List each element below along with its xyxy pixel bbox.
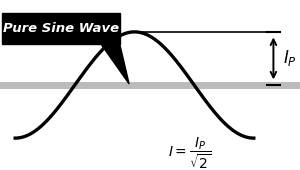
- Text: $I_P$: $I_P$: [283, 48, 297, 69]
- Polygon shape: [100, 44, 129, 84]
- Text: Pure Sine Wave: Pure Sine Wave: [3, 22, 119, 35]
- Text: $I = \dfrac{I_P}{\sqrt{2}}$: $I = \dfrac{I_P}{\sqrt{2}}$: [168, 135, 212, 170]
- FancyBboxPatch shape: [2, 13, 120, 44]
